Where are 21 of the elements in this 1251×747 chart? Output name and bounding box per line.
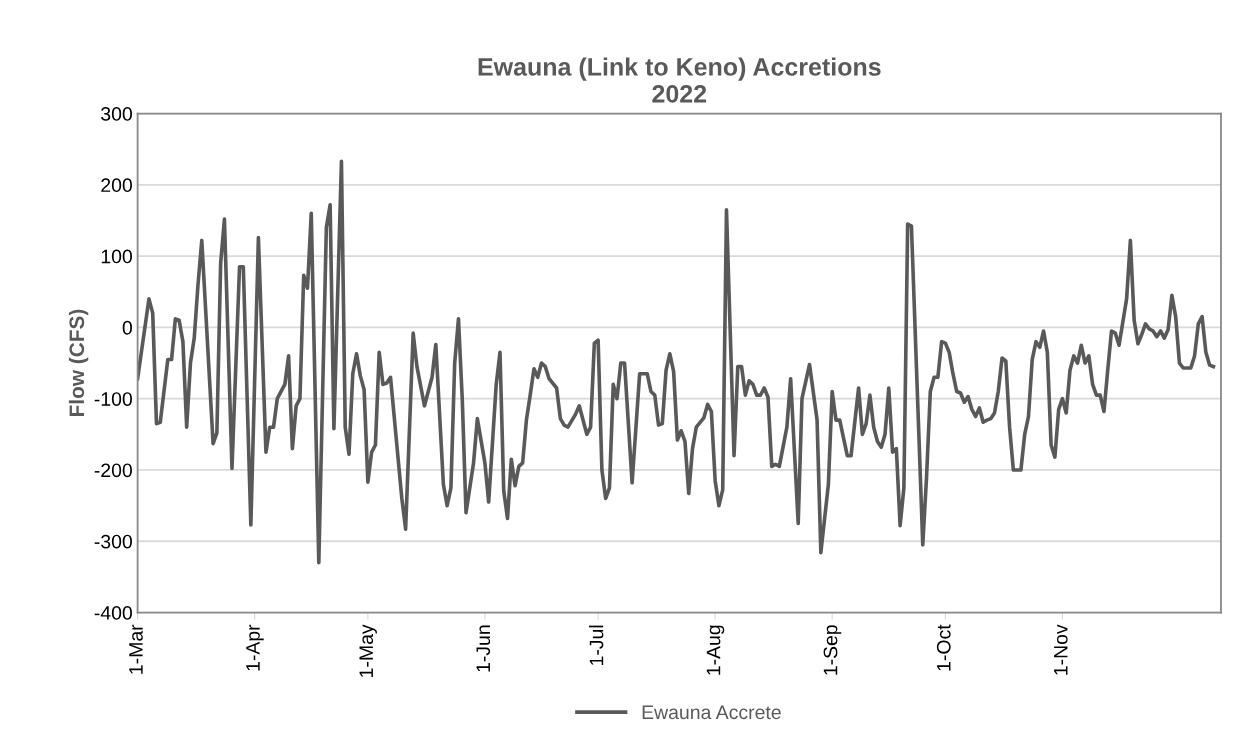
y-tick-label: -100 [94, 392, 132, 406]
legend-label: Ewauna Accrete [642, 705, 781, 720]
y-tick-label: 0 [122, 320, 132, 335]
y-tick-label: 200 [101, 178, 132, 193]
x-tick-label: 1-Jul [589, 625, 604, 666]
x-tick-label: 1-Nov [1054, 624, 1068, 675]
x-tick-label: 1-May [359, 624, 377, 677]
x-tick-label: 1-Mar [129, 624, 143, 674]
line-series [137, 159, 1216, 565]
y-tick-label: 100 [101, 249, 132, 264]
x-tick-label: 1-Sep [823, 625, 842, 675]
y-tick-label: -400 [94, 606, 132, 620]
x-tick-label: 1-Jun [476, 625, 491, 672]
y-axis-title: Flow (CFS) [68, 309, 89, 417]
y-tick-label: -200 [94, 463, 132, 478]
x-tick-label: 1-Aug [706, 625, 725, 675]
x-tick-label: 1-Apr [246, 624, 264, 671]
x-tick-label: 1-Oct [936, 624, 951, 671]
chart-title: Ewauna (Link to Keno) Accretions 2022 [478, 57, 881, 103]
y-tick-label: 300 [101, 107, 132, 121]
y-tick-label: -300 [94, 534, 132, 549]
